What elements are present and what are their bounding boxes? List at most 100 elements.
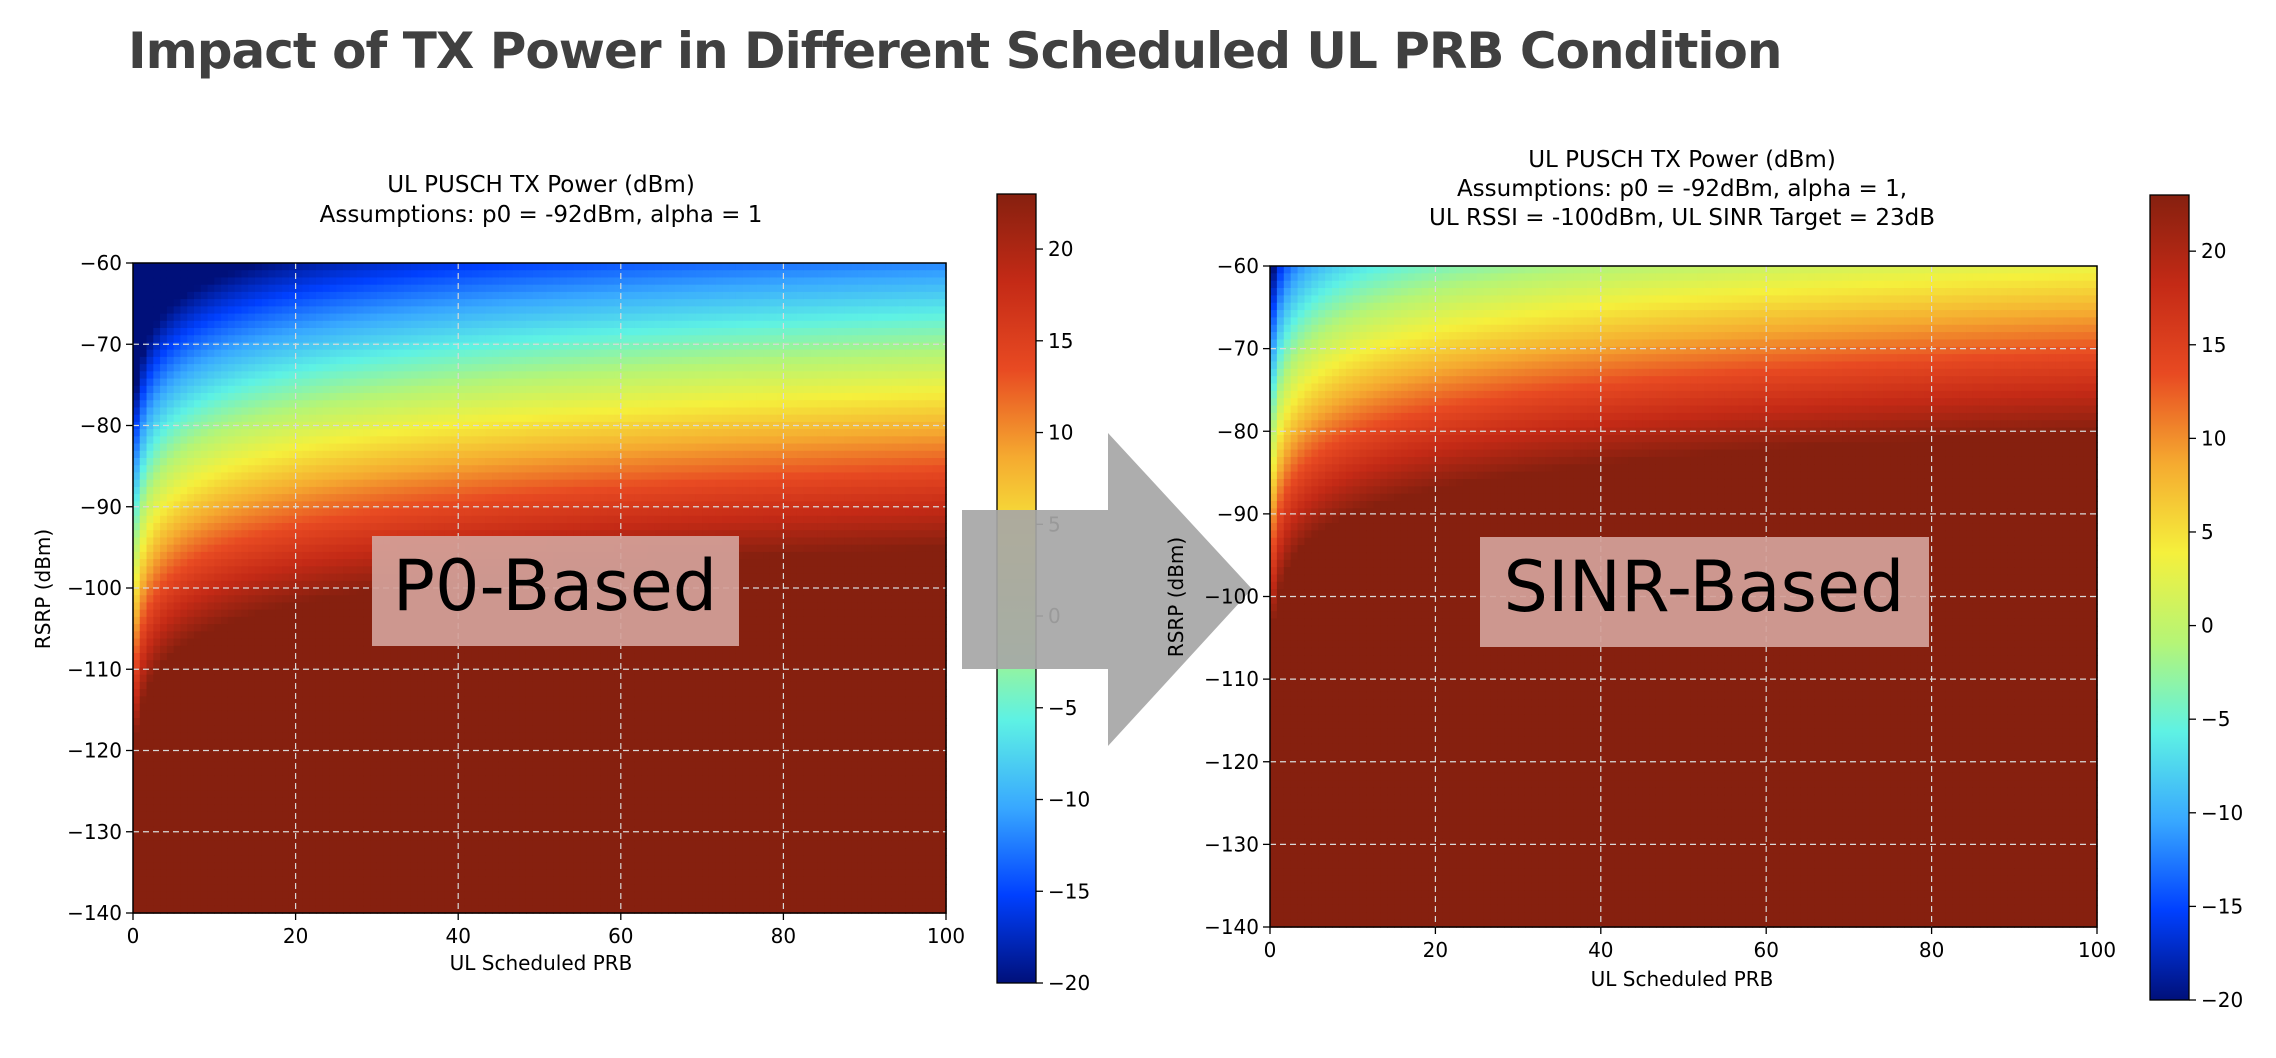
heatmap-cell: [444, 848, 453, 856]
heatmap-cell: [356, 580, 365, 589]
heatmap-cell: [464, 783, 473, 791]
heatmap-cell: [444, 349, 453, 358]
heatmap-cell: [214, 783, 222, 791]
heatmap-cell: [254, 263, 263, 271]
heatmap-cell: [254, 378, 263, 387]
heatmap-cell: [498, 328, 507, 336]
heatmap-cell: [404, 862, 412, 871]
heatmap-cell: [322, 811, 331, 820]
heatmap-cell: [370, 458, 378, 466]
heatmap-cell: [173, 501, 182, 510]
heatmap-cell: [288, 681, 297, 690]
heatmap-cell: [458, 732, 466, 741]
heatmap-cell: [173, 284, 182, 293]
heatmap-cell: [336, 385, 344, 394]
heatmap-cell: [498, 855, 507, 864]
heatmap-cell: [254, 299, 263, 308]
heatmap-cell: [404, 429, 412, 438]
heatmap-cell: [302, 277, 310, 286]
heatmap-cell: [471, 905, 480, 914]
heatmap-cell: [437, 385, 446, 394]
heatmap-cell: [133, 429, 141, 438]
heatmap-cell: [139, 848, 148, 856]
heatmap-cell: [444, 667, 453, 676]
heatmap-cell: [187, 833, 195, 842]
heatmap-cell: [241, 299, 249, 308]
heatmap-cell: [437, 436, 446, 445]
heatmap-cell: [417, 862, 426, 871]
heatmap-cell: [437, 718, 446, 726]
heatmap-cell: [282, 566, 290, 575]
heatmap-cell: [268, 833, 276, 842]
heatmap-cell: [444, 436, 453, 445]
heatmap-cell: [295, 674, 304, 683]
heatmap-cell: [424, 385, 432, 394]
heatmap-cell: [410, 479, 419, 488]
heatmap-cell: [383, 739, 392, 748]
heatmap-cell: [464, 429, 473, 438]
heatmap-cell: [390, 710, 398, 719]
heatmap-cell: [139, 566, 148, 575]
heatmap-cell: [322, 508, 331, 517]
heatmap-cell: [404, 681, 412, 690]
heatmap-cell: [295, 898, 304, 907]
heatmap-cell: [492, 703, 500, 712]
heatmap-cell: [166, 602, 175, 611]
heatmap-cell: [397, 681, 405, 690]
heatmap-cell: [309, 465, 317, 474]
heatmap-cell: [478, 378, 487, 387]
heatmap-cell: [302, 364, 310, 373]
heatmap-cell: [200, 775, 209, 784]
heatmap-cell: [214, 725, 222, 734]
heatmap-cell: [133, 848, 141, 856]
heatmap-cell: [478, 790, 487, 799]
heatmap-cell: [248, 703, 256, 712]
heatmap-cell: [146, 855, 155, 864]
heatmap-cell: [146, 364, 155, 373]
heatmap-cell: [417, 393, 426, 401]
heatmap-cell: [146, 732, 155, 741]
heatmap-cell: [329, 898, 337, 907]
heatmap-cell: [275, 356, 283, 365]
heatmap-cell: [187, 768, 195, 777]
heatmap-cell: [363, 291, 371, 300]
heatmap-cell: [478, 407, 487, 416]
heatmap-cell: [248, 674, 256, 683]
heatmap-cell: [139, 811, 148, 820]
heatmap-cell: [485, 725, 493, 734]
heatmap-cell: [146, 472, 155, 481]
heatmap-cell: [221, 494, 229, 503]
heatmap-cell: [315, 804, 324, 813]
heatmap-cell: [471, 739, 480, 748]
heatmap-cell: [248, 645, 256, 654]
heatmap-cell: [458, 458, 466, 466]
heatmap-cell: [383, 862, 392, 871]
heatmap-cell: [383, 754, 392, 763]
heatmap-cell: [221, 306, 229, 315]
heatmap-cell: [343, 515, 351, 524]
heatmap-cell: [153, 407, 161, 416]
heatmap-cell: [464, 862, 473, 871]
heatmap-cell: [464, 905, 473, 914]
heatmap-cell: [200, 544, 209, 553]
heatmap-cell: [160, 414, 168, 423]
heatmap-cell: [268, 530, 276, 539]
heatmap-cell: [363, 631, 371, 640]
heatmap-cell: [336, 588, 344, 596]
heatmap-cell: [322, 840, 331, 849]
heatmap-cell: [146, 573, 155, 582]
heatmap-cell: [464, 725, 473, 734]
heatmap-cell: [193, 595, 202, 604]
heatmap-cell: [349, 559, 358, 568]
heatmap-cell: [390, 898, 398, 907]
heatmap-cell: [349, 580, 358, 589]
heatmap-cell: [410, 291, 419, 300]
heatmap-cell: [295, 718, 304, 726]
heatmap-cell: [322, 335, 331, 344]
heatmap-cell: [221, 378, 229, 387]
heatmap-cell: [315, 291, 324, 300]
heatmap-cell: [133, 775, 141, 784]
heatmap-cell: [241, 494, 249, 503]
heatmap-cell: [282, 501, 290, 510]
heatmap-cell: [431, 436, 439, 445]
